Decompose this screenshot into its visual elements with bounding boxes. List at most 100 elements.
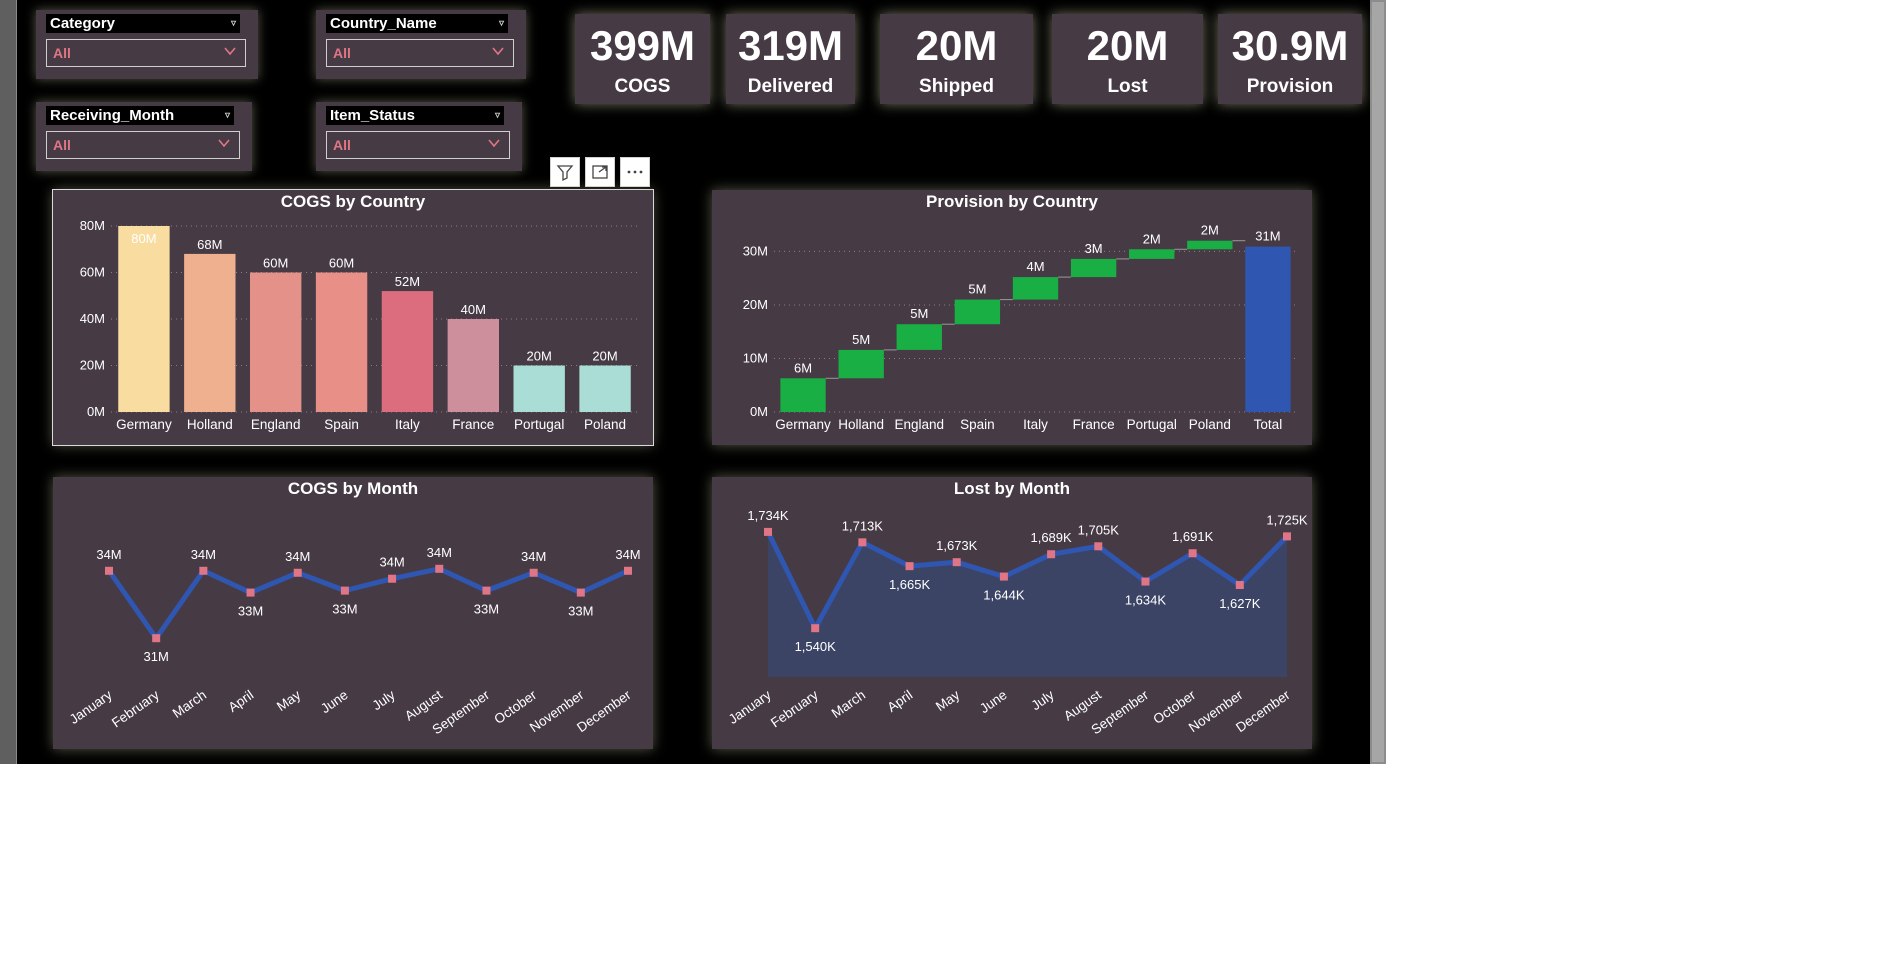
kpi-card-provision[interactable]: 30.9M Provision <box>1218 14 1362 104</box>
more-options-icon[interactable] <box>620 157 650 187</box>
cogs-by-month-card[interactable]: COGS by Month 34M January 31M February 34M Ma… <box>53 477 653 749</box>
increase-bar <box>1187 240 1233 250</box>
x-tick-label: May <box>933 687 963 714</box>
y-tick-label: 60M <box>80 265 105 280</box>
slicer-title: Receiving_Month <box>50 107 175 124</box>
series-line <box>765 530 1289 631</box>
data-point <box>999 572 1008 581</box>
slicer-item-status[interactable]: Item_Status ▿ All <box>316 102 522 171</box>
caret-down-icon[interactable]: ▿ <box>224 110 230 121</box>
data-label: 1,627K <box>1219 596 1261 611</box>
chevron-down-icon[interactable] <box>217 136 231 155</box>
total-bar <box>1245 246 1291 412</box>
data-point <box>1094 542 1103 551</box>
slicer-dropdown[interactable]: All <box>46 131 240 159</box>
data-label: 60M <box>263 256 288 271</box>
increase-bar <box>1012 277 1059 300</box>
slicer-title: Country_Name <box>330 15 437 32</box>
kpi-card-cogs[interactable]: 399M COGS <box>575 14 710 104</box>
cogs-by-month-chart: 34M January 31M February 34M March 33M April 34M… <box>67 545 641 738</box>
area-fill <box>768 531 1287 677</box>
x-tick-label: England <box>251 417 301 432</box>
caret-down-icon[interactable]: ▿ <box>230 18 236 29</box>
data-point <box>529 568 538 577</box>
bar <box>381 291 434 412</box>
data-label: 1,634K <box>1125 593 1167 608</box>
data-label: 52M <box>395 274 420 289</box>
caret-down-icon[interactable]: ▿ <box>494 110 500 121</box>
data-label: 1,665K <box>889 577 931 592</box>
bar <box>513 365 565 412</box>
x-tick-label: May <box>274 687 304 714</box>
x-tick-label: France <box>452 417 494 432</box>
x-tick-label: Germany <box>116 417 172 432</box>
data-label: 1,725K <box>1266 512 1308 527</box>
chevron-down-icon[interactable] <box>223 44 237 63</box>
kpi-card-shipped[interactable]: 20M Shipped <box>880 14 1033 104</box>
data-point <box>1283 532 1291 541</box>
x-tick-label: January <box>726 687 774 727</box>
kpi-card-delivered[interactable]: 319M Delivered <box>726 14 855 104</box>
data-label: 33M <box>332 602 357 617</box>
slicer-dropdown[interactable]: All <box>326 131 510 159</box>
y-tick-label: 20M <box>80 358 105 373</box>
kpi-card-lost[interactable]: 20M Lost <box>1052 14 1203 104</box>
data-label: 4M <box>1026 259 1044 274</box>
bar <box>118 226 170 412</box>
slicer-receiving-month[interactable]: Receiving_Month ▿ All <box>36 102 252 171</box>
bar <box>249 272 302 412</box>
visual-header-toolbar <box>550 157 650 187</box>
data-point <box>435 564 444 573</box>
data-point <box>293 568 302 577</box>
provision-by-country-card[interactable]: Provision by Country 0M 10M 20M 30M 6M German… <box>712 190 1312 445</box>
data-label: 33M <box>474 602 499 617</box>
caret-down-icon[interactable]: ▿ <box>498 18 504 29</box>
x-tick-label: Poland <box>1189 417 1231 432</box>
slicer-title: Item_Status <box>330 107 416 124</box>
focus-mode-icon[interactable] <box>585 157 615 187</box>
data-point <box>340 586 349 595</box>
report-canvas: Category ▿ All Country_Name ▿ All Receivin… <box>0 0 1386 764</box>
scrollbar-thumb[interactable] <box>1372 2 1384 762</box>
slicer-dropdown[interactable]: All <box>326 39 514 67</box>
data-point <box>811 624 820 633</box>
x-tick-label: Italy <box>395 417 420 432</box>
data-label: 80M <box>131 231 156 246</box>
slicer-category[interactable]: Category ▿ All <box>36 10 258 79</box>
x-tick-label: England <box>895 417 945 432</box>
data-point <box>764 527 772 536</box>
cogs-by-country-chart: 0M 20M 40M 60M 80M 80M Germany 68M Holland 60M Eng… <box>80 218 638 432</box>
data-point <box>624 566 632 575</box>
left-scrollbar[interactable] <box>0 0 17 764</box>
data-label: 34M <box>427 545 452 560</box>
lost-by-month-card[interactable]: Lost by Month 1,734K January 1,540K Februar… <box>712 477 1312 749</box>
x-tick-label: France <box>1073 417 1115 432</box>
chevron-down-icon[interactable] <box>487 136 501 155</box>
data-label: 31M <box>144 649 169 664</box>
data-label: 68M <box>197 237 222 252</box>
data-label: 20M <box>527 349 552 364</box>
vertical-scrollbar[interactable] <box>1370 0 1386 764</box>
data-point <box>388 574 397 583</box>
chart-title: Provision by Country <box>926 192 1098 211</box>
data-label: 1,713K <box>842 518 884 533</box>
kpi-value: 20M <box>1086 22 1169 69</box>
data-label: 1,540K <box>795 639 837 654</box>
slicer-dropdown[interactable]: All <box>46 39 246 67</box>
data-label: 3M <box>1085 241 1103 256</box>
slicer-value: All <box>53 137 71 153</box>
x-tick-label: July <box>1029 687 1057 713</box>
data-point <box>1235 581 1244 590</box>
increase-bar <box>896 324 942 350</box>
x-tick-label: June <box>977 687 1010 716</box>
data-label: 33M <box>568 604 593 619</box>
cogs-by-country-card[interactable]: COGS by Country 0M 20M 40M 60M 80M 80M Germany… <box>52 189 654 446</box>
data-label: 5M <box>910 306 928 321</box>
data-point <box>952 558 961 567</box>
x-tick-label: Italy <box>1023 417 1048 432</box>
y-tick-label: 0M <box>87 404 105 419</box>
chevron-down-icon[interactable] <box>491 44 505 63</box>
slicer-country-name[interactable]: Country_Name ▿ All <box>316 10 526 79</box>
chart-title: COGS by Month <box>287 479 419 498</box>
filter-icon[interactable] <box>550 157 580 187</box>
